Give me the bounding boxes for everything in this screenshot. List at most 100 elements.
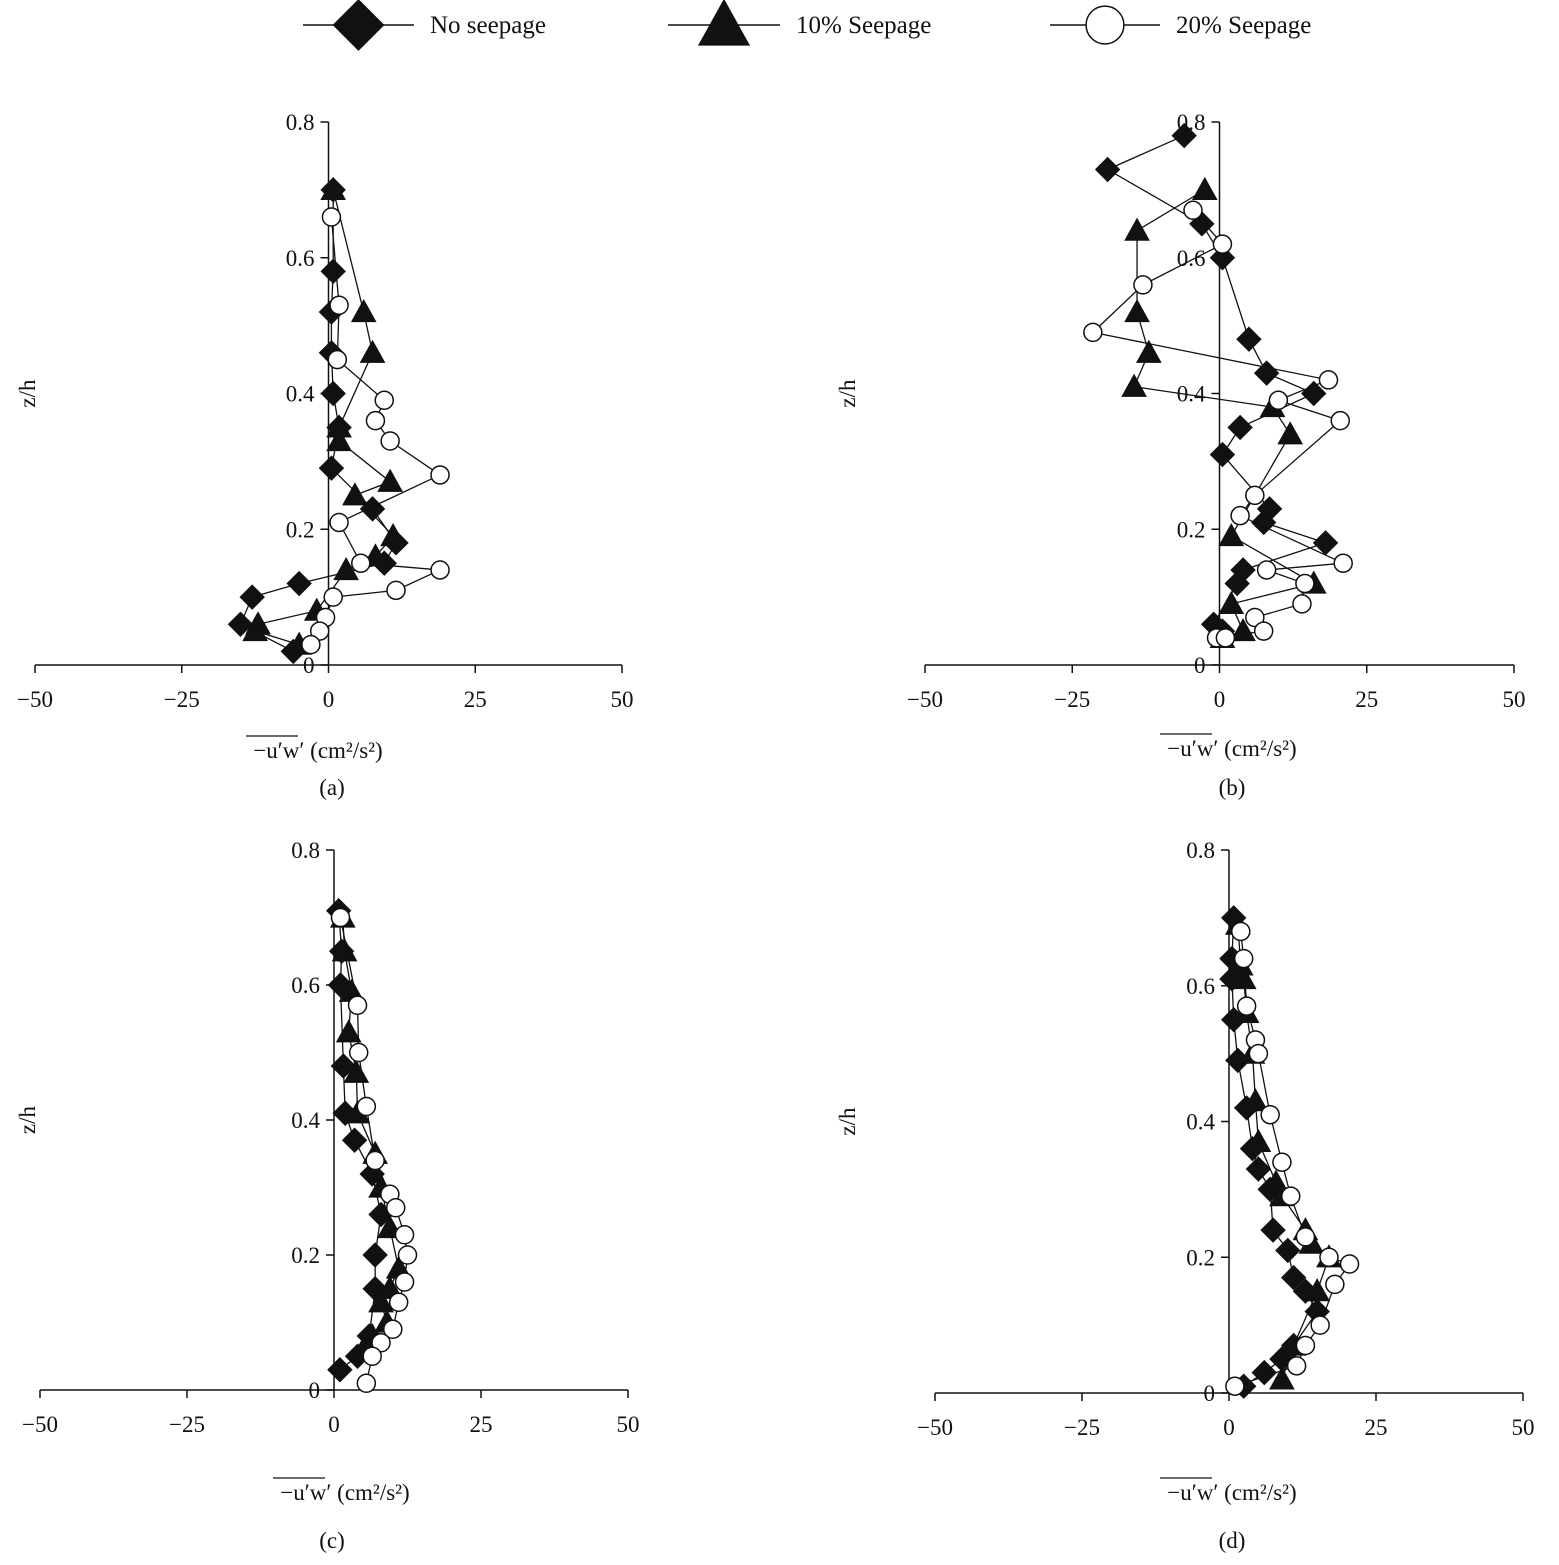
data-point-diamond	[1236, 326, 1262, 352]
legend: No seepage 10% Seepage 20% Seepage	[303, 0, 1311, 51]
y-tick-label: 0.2	[286, 517, 315, 542]
data-point-circle	[1212, 234, 1233, 254]
panel-a: −50 −25 0 25 50 0 0.2 0.4 0.6 0.8 z/h −u′w′ (cm²/s²…	[15, 110, 634, 800]
data-point-circle	[1236, 996, 1257, 1016]
data-point-diamond	[227, 611, 254, 637]
panels: −50 −25 0 25 50 0 0.2 0.4 0.6 0.8 z/h −u′w′ (cm²/s²…	[15, 110, 1535, 1553]
data-point-circle	[327, 349, 348, 370]
data-point-circle	[1272, 1152, 1292, 1172]
series-20-percent-seepage	[1083, 200, 1353, 648]
y-tick-label: 0	[1204, 1381, 1216, 1406]
series-20-percent-seepage	[301, 207, 450, 655]
x-tick-label: 25	[470, 1412, 493, 1437]
data-point-triangle	[1135, 339, 1162, 363]
data-point-triangle	[1218, 523, 1245, 547]
y-tick-label: 0.2	[1177, 517, 1206, 542]
data-point-triangle	[320, 176, 347, 200]
data-point-triangle	[335, 1019, 362, 1043]
data-point-circle	[309, 621, 330, 641]
data-point-diamond	[1251, 1359, 1277, 1386]
data-point-circle	[329, 295, 349, 316]
data-point-diamond	[341, 1127, 368, 1153]
data-point-triangle	[1191, 176, 1218, 200]
y-tick-label: 0.4	[1186, 1110, 1215, 1135]
data-point-circle	[1215, 628, 1236, 648]
legend-marker-diamond	[332, 0, 385, 51]
data-point-circle	[388, 1292, 409, 1312]
data-point-diamond	[318, 455, 345, 481]
x-axis-title: −u′w′ (cm²/s²)	[1167, 1480, 1296, 1505]
data-point-triangle	[342, 482, 368, 506]
y-tick-label: 0.8	[286, 110, 315, 135]
data-point-triangle	[242, 618, 268, 642]
data-point-diamond	[1245, 1156, 1272, 1182]
y-tick-label: 0.6	[1177, 246, 1206, 271]
data-point-circle	[1245, 607, 1265, 628]
series-line	[1091, 209, 1346, 639]
data-point-triangle	[333, 556, 359, 581]
y-tick-label: 0.6	[286, 246, 315, 271]
x-tick-label: −50	[22, 1412, 58, 1437]
data-point-circle	[1319, 1247, 1339, 1267]
data-point-circle	[1333, 553, 1353, 573]
legend-label: 20% Seepage	[1176, 12, 1311, 39]
data-point-triangle	[359, 339, 386, 363]
y-axis-title: z/h	[15, 1105, 40, 1134]
x-tick-label: −50	[907, 687, 943, 712]
x-tick-label: −25	[169, 1412, 205, 1437]
x-tick-label: 25	[1365, 1415, 1388, 1440]
data-point-circle	[1310, 1315, 1330, 1335]
data-point-circle	[1295, 1335, 1316, 1356]
data-point-circle	[394, 1225, 415, 1245]
data-point-diamond	[239, 584, 265, 610]
data-point-circle	[1330, 410, 1350, 431]
y-tick-label: 0.4	[286, 382, 315, 407]
data-point-circle	[385, 1198, 406, 1218]
data-point-circle	[1083, 322, 1103, 343]
x-tick-label: 50	[1503, 687, 1526, 712]
data-point-circle	[330, 907, 351, 928]
y-tick-label: 0.8	[291, 838, 320, 863]
data-point-diamond	[1280, 1264, 1307, 1291]
data-point-circle	[356, 1096, 377, 1117]
data-point-diamond	[362, 1242, 388, 1268]
data-point-diamond	[1224, 570, 1250, 597]
data-point-triangle	[1269, 1366, 1295, 1390]
x-axis-title: −u′w′ (cm²/s²)	[280, 1480, 409, 1505]
data-point-circle	[351, 553, 371, 573]
x-tick-label: 0	[323, 687, 335, 712]
data-point-diamond	[330, 1053, 357, 1079]
data-point-triangle	[1277, 421, 1304, 445]
data-point-circle	[348, 1042, 369, 1063]
data-point-circle	[329, 512, 349, 533]
data-point-diamond	[286, 570, 312, 597]
panel-caption: (d)	[1219, 1528, 1246, 1553]
legend-marker-triangle	[697, 0, 751, 46]
data-point-circle	[1280, 1186, 1301, 1206]
data-point-diamond	[1260, 1217, 1286, 1243]
y-tick-label: 0.2	[1186, 1245, 1215, 1270]
x-tick-label: −50	[17, 687, 53, 712]
data-point-triangle	[326, 427, 352, 452]
data-point-diamond	[1094, 156, 1121, 183]
data-point-circle	[1268, 390, 1289, 411]
y-tick-label: 0.4	[291, 1108, 320, 1133]
series-line	[1234, 931, 1351, 1387]
x-tick-label: −25	[164, 687, 200, 712]
y-axis-title: z/h	[15, 379, 40, 408]
series-20-percent-seepage	[330, 907, 418, 1393]
y-tick-label: 0.6	[291, 973, 320, 998]
data-point-triangle	[1218, 590, 1245, 615]
x-tick-label: 0	[1223, 1415, 1235, 1440]
data-point-circle	[383, 1319, 403, 1339]
legend-entry-s10: 10% Seepage	[668, 0, 931, 46]
data-point-triangle	[1230, 965, 1257, 990]
data-point-circle	[430, 465, 450, 485]
data-point-triangle	[1242, 1088, 1269, 1112]
data-point-diamond	[320, 258, 346, 285]
data-point-circle	[386, 580, 406, 601]
data-point-circle	[1318, 370, 1339, 390]
x-tick-label: −25	[1054, 687, 1090, 712]
